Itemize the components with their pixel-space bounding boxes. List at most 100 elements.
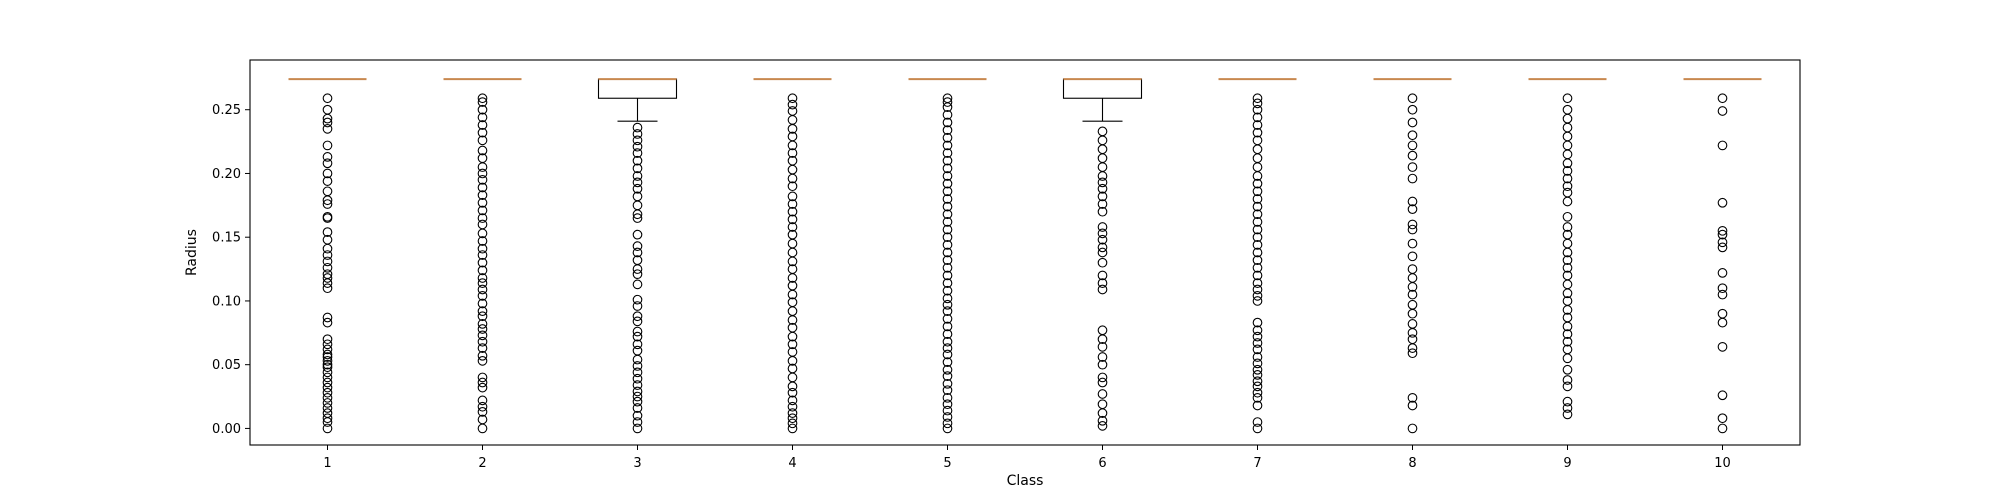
- box-group-class-4: [753, 78, 832, 434]
- outlier-point: [942, 224, 953, 235]
- outlier-point: [477, 284, 488, 295]
- outlier-point: [787, 264, 798, 274]
- outlier-point: [1252, 120, 1263, 130]
- outlier-point: [632, 326, 643, 337]
- outlier-point: [1252, 392, 1263, 403]
- outlier-point: [322, 317, 333, 328]
- outlier-point: [1252, 331, 1263, 342]
- outlier-point: [1717, 229, 1728, 240]
- outlier-point: [632, 386, 643, 397]
- outlier-point: [477, 306, 488, 316]
- outlier-point: [632, 255, 643, 265]
- outlier-point: [1407, 319, 1418, 329]
- outlier-point: [632, 122, 643, 133]
- outlier-point: [1562, 329, 1573, 339]
- outlier-point: [477, 197, 488, 208]
- outlier-point: [322, 403, 333, 413]
- outlier-point: [477, 414, 488, 425]
- outlier-point: [1717, 283, 1728, 294]
- outlier-point: [477, 278, 488, 288]
- outlier-point: [1407, 130, 1418, 141]
- x-tick-label: 9: [1563, 456, 1571, 471]
- outlier-point: [632, 339, 643, 350]
- outlier-point: [1252, 127, 1263, 138]
- outlier-point: [632, 171, 643, 181]
- outlier-point: [1717, 413, 1728, 424]
- outlier-point: [322, 349, 333, 360]
- box-group-class-3: [597, 78, 678, 434]
- outlier-point: [942, 209, 953, 220]
- outlier-point: [1562, 104, 1573, 115]
- outlier-point: [1562, 187, 1573, 198]
- outlier-point: [1097, 270, 1108, 281]
- outlier-point: [1407, 299, 1418, 310]
- outlier-point: [632, 417, 643, 427]
- outlier-point: [787, 229, 798, 240]
- outlier-point: [787, 214, 798, 225]
- outlier-point: [942, 293, 953, 304]
- outlier-point: [942, 349, 953, 360]
- outlier-point: [1097, 257, 1108, 268]
- outlier-point: [1252, 358, 1263, 369]
- outlier-point: [1252, 255, 1263, 265]
- outlier-point: [787, 222, 798, 232]
- outlier-point: [322, 140, 333, 151]
- x-tick-label: 1: [323, 456, 331, 471]
- outlier-point: [322, 123, 333, 134]
- outlier-point: [632, 311, 643, 322]
- outlier-point: [477, 97, 488, 107]
- outlier-point: [1252, 290, 1263, 301]
- x-tick-label: 8: [1408, 456, 1416, 471]
- outlier-point: [1717, 225, 1728, 236]
- outlier-point: [322, 334, 333, 345]
- outlier-point: [942, 405, 953, 416]
- outlier-point: [322, 356, 333, 366]
- x-tick-label: 2: [478, 456, 486, 471]
- outlier-point: [942, 155, 953, 166]
- outlier-point: [787, 131, 798, 142]
- outlier-point: [632, 367, 643, 378]
- outlier-point: [942, 357, 953, 367]
- outlier-point: [632, 301, 643, 311]
- x-axis-title: Class: [1007, 473, 1044, 489]
- outlier-point: [632, 163, 643, 174]
- outlier-point: [477, 401, 488, 412]
- outlier-point: [632, 213, 643, 223]
- outlier-point: [942, 418, 953, 429]
- outlier-point: [1252, 423, 1263, 434]
- outlier-point: [1407, 219, 1418, 230]
- outlier-point: [1407, 204, 1418, 215]
- outlier-point: [787, 395, 798, 406]
- outlier-point: [1717, 197, 1728, 208]
- outlier-point: [632, 129, 643, 139]
- outlier-point: [477, 168, 488, 179]
- outlier-point: [1252, 104, 1263, 115]
- outlier-point: [1562, 173, 1573, 184]
- x-tick-label: 5: [943, 456, 951, 471]
- outlier-point: [1407, 264, 1418, 274]
- outlier-point: [1717, 268, 1728, 278]
- outlier-point: [477, 112, 488, 123]
- outlier-point: [477, 120, 488, 130]
- outlier-point: [1252, 284, 1263, 295]
- outlier-point: [1562, 364, 1573, 375]
- outlier-point: [942, 201, 953, 212]
- outlier-point: [942, 217, 953, 227]
- outlier-point: [942, 364, 953, 375]
- outlier-point: [787, 413, 798, 424]
- outlier-point: [1252, 93, 1263, 104]
- outlier-point: [942, 412, 953, 422]
- outlier-point: [322, 413, 333, 424]
- y-axis-title: Radius: [184, 229, 200, 276]
- outlier-point: [787, 387, 798, 398]
- outlier-point: [632, 410, 643, 421]
- outlier-point: [1252, 325, 1263, 336]
- outlier-point: [1097, 341, 1108, 352]
- outlier-point: [1097, 415, 1108, 426]
- outlier-point: [477, 257, 488, 268]
- outlier-point: [942, 125, 953, 135]
- outlier-point: [322, 339, 333, 350]
- y-tick-label: 0.00: [212, 422, 241, 437]
- outlier-point: [787, 206, 798, 217]
- outlier-point: [477, 343, 488, 353]
